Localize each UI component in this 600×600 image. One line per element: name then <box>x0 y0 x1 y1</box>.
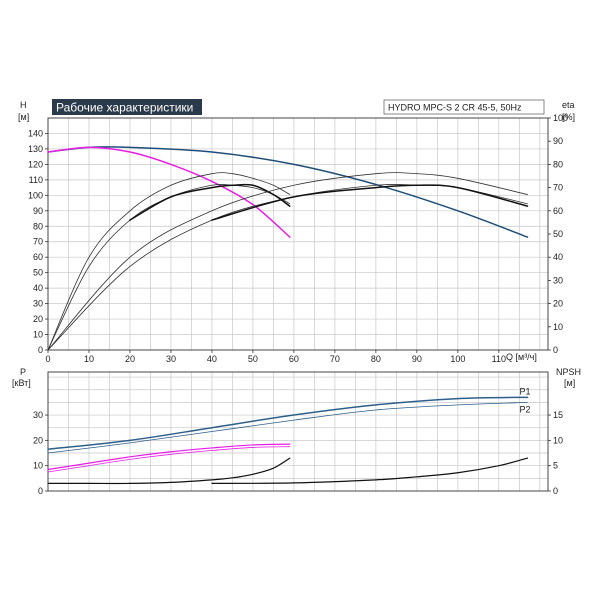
title-background <box>52 99 202 115</box>
y2-tick-label: 10 <box>553 322 563 332</box>
curve-p2 <box>47 401 528 454</box>
y2-tick-label: 70 <box>553 183 563 193</box>
y2-tick-label: 30 <box>553 275 563 285</box>
x-tick-label: 10 <box>84 354 94 364</box>
y-tick-label: 10 <box>33 330 43 340</box>
curve-eff2a <box>47 172 528 351</box>
y-tick-label: 30 <box>33 410 43 420</box>
x-tick-label: 0 <box>45 354 50 364</box>
chart-title: Рабочие характеристики <box>56 101 193 115</box>
y-tick-label: 50 <box>33 268 43 278</box>
y-tick-label: 0 <box>38 486 43 496</box>
head-axis-label: H <box>20 100 27 110</box>
y-tick-label: 20 <box>33 435 43 445</box>
power-npsh-panel: 0 10 20 30 0 5 10 15 P1 P2 <box>33 371 563 496</box>
curve-pm2 <box>47 446 291 473</box>
x-tick-label: 80 <box>371 354 381 364</box>
curve-head2 <box>47 146 529 238</box>
y-tick-label: 20 <box>33 314 43 324</box>
y-tick-label: 140 <box>28 128 43 138</box>
x-tick-label: 30 <box>166 354 176 364</box>
x-tick-label: 40 <box>207 354 217 364</box>
y-tick-label: 100 <box>28 190 43 200</box>
y-tick-label: 70 <box>33 237 43 247</box>
y-tick-label: 80 <box>33 221 43 231</box>
x-tick-label: 20 <box>125 354 135 364</box>
y2-tick-label: 20 <box>553 299 563 309</box>
eta-axis-label: eta <box>562 100 575 110</box>
model-label: HYDRO MPC-S 2 CR 45-5, 50Hz <box>388 103 522 113</box>
y2-tick-label: 80 <box>553 159 563 169</box>
model-box <box>383 99 545 115</box>
power-axis-label: P <box>20 367 26 377</box>
curve-npsh1 <box>47 457 291 485</box>
y-tick-label: 40 <box>33 283 43 293</box>
y-tick-label: 30 <box>33 299 43 309</box>
y2-tick-label: 60 <box>553 206 563 216</box>
y-tick-label: 130 <box>28 144 43 154</box>
curve-eff1a <box>47 172 291 351</box>
y-tick-label: 110 <box>29 175 43 185</box>
curve-pm1 <box>47 443 291 471</box>
series-label-p2: P2 <box>520 404 531 414</box>
y-tick-label: 0 <box>38 345 43 355</box>
y2-tick-label: 40 <box>553 252 563 262</box>
x-tick-label: 100 <box>450 354 465 364</box>
curve-npsh2 <box>211 457 529 484</box>
x-tick-label: 60 <box>289 354 299 364</box>
curve-eff2c <box>211 184 529 221</box>
plot-frame <box>47 117 549 351</box>
curve-eff1b <box>47 183 291 351</box>
eta-axis-unit: [%] <box>562 112 575 122</box>
y2-tick-label: 90 <box>553 136 563 146</box>
curve-head1 <box>47 146 291 238</box>
curve-eff2b <box>47 183 528 351</box>
y-tick-label: 90 <box>33 206 43 216</box>
npsh-axis-label: NPSH <box>556 367 581 377</box>
x-tick-label: 70 <box>330 354 340 364</box>
y2-tick-label: 10 <box>553 435 563 445</box>
curve-p1 <box>47 396 529 450</box>
y2-tick-label: 100 <box>553 113 568 123</box>
x-tick-label: 90 <box>412 354 422 364</box>
y2-tick-label: 0 <box>553 345 558 355</box>
npsh-axis-unit: [м] <box>564 378 575 388</box>
head-axis-unit: [м] <box>18 112 29 122</box>
y-tick-label: 120 <box>28 159 43 169</box>
flow-axis-label: Q [м³/ч] <box>506 352 537 362</box>
y2-tick-label: 0 <box>553 486 558 496</box>
y2-tick-label: 5 <box>553 461 558 471</box>
plot-frame <box>47 371 549 492</box>
y-tick-label: 60 <box>33 252 43 262</box>
y2-tick-label: 15 <box>553 410 563 420</box>
curve-eff1c <box>129 183 291 221</box>
y-tick-label: 10 <box>33 461 43 471</box>
power-axis-unit: [кВт] <box>12 378 31 388</box>
x-tick-label: 50 <box>248 354 258 364</box>
y2-tick-label: 50 <box>553 229 563 239</box>
head-efficiency-panel: 0102030405060708090100110120130140010203… <box>28 113 568 364</box>
series-label-p1: P1 <box>520 386 531 396</box>
x-tick-label: 110 <box>492 354 506 364</box>
